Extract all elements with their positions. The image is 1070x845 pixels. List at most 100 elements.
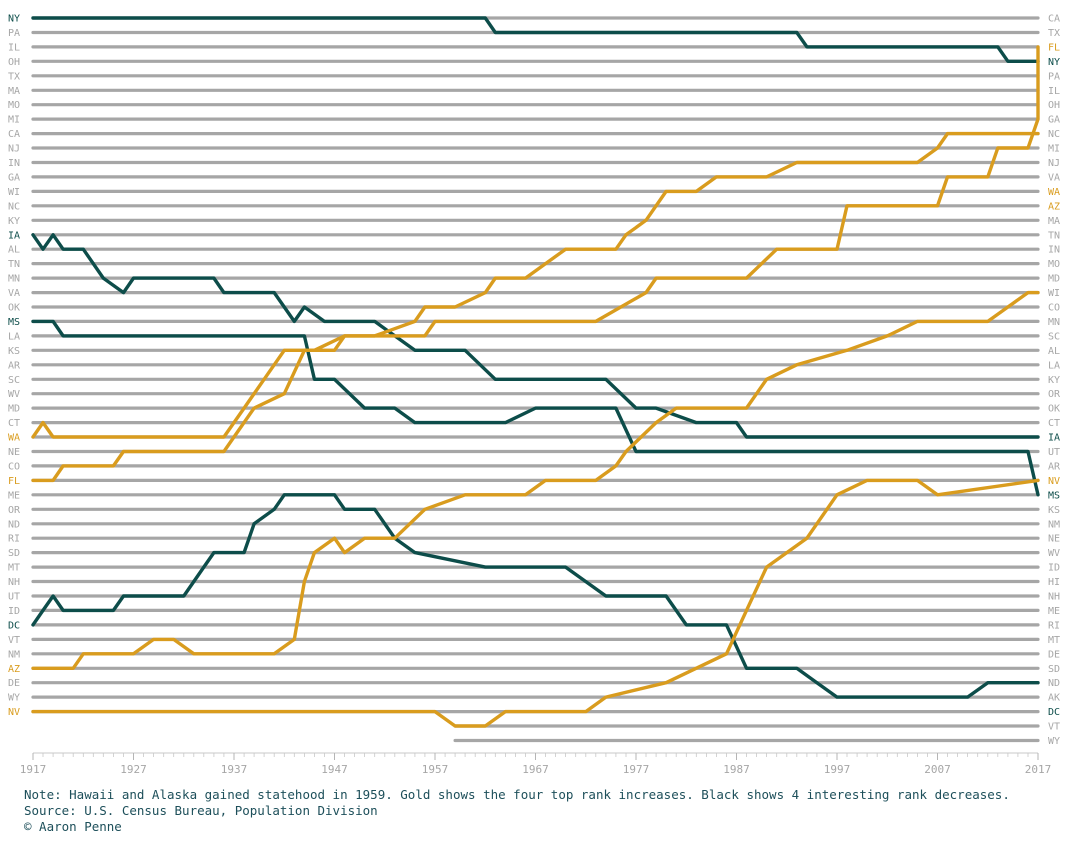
series-line-ms (31, 319, 1040, 497)
right-label-il: IL (1048, 86, 1060, 97)
right-label-wa: WA (1048, 187, 1060, 198)
right-label-ks: KS (1048, 505, 1060, 516)
right-label-wv: WV (1048, 548, 1060, 559)
left-label-mn: MN (8, 274, 20, 285)
right-label-nh: NH (1048, 592, 1060, 603)
x-axis: 1917 1927 1937 1947 1957 1967 1977 1987 1997 2007… (20, 752, 1051, 776)
left-label-nc: NC (8, 201, 20, 212)
right-label-az: AZ (1048, 201, 1060, 212)
left-label-in: IN (8, 158, 20, 169)
left-label-ct: CT (8, 418, 20, 429)
x-tick-label-1947: 1947 (321, 763, 348, 776)
right-label-nj: NJ (1048, 158, 1060, 169)
left-label-mi: MI (8, 115, 20, 126)
right-label-tx: TX (1048, 28, 1060, 39)
right-label-fl: FL (1048, 42, 1060, 53)
x-tick-label-1937: 1937 (221, 763, 248, 776)
series-line-az (31, 290, 1040, 670)
left-label-ne: NE (8, 447, 20, 458)
left-label-ky: KY (8, 216, 20, 227)
left-label-fl: FL (8, 476, 20, 487)
series-line-ny (31, 16, 1040, 63)
series-line-fl (31, 45, 1040, 483)
left-label-nm: NM (8, 649, 20, 660)
left-label-ms: MS (8, 317, 20, 328)
x-tick-label-1987: 1987 (723, 763, 750, 776)
left-label-az: AZ (8, 664, 20, 675)
left-label-co: CO (8, 461, 20, 472)
right-label-hi: HI (1048, 577, 1060, 588)
source-text: Source: U.S. Census Bureau, Population D… (24, 803, 378, 818)
left-rank-labels: NY PA IL OH TX MA MO MI CA NJ IN GA WI NC KY IA AL TN MN VA… (8, 14, 21, 719)
right-label-de: DE (1048, 649, 1060, 660)
left-label-ga: GA (8, 172, 20, 183)
right-label-sc: SC (1048, 331, 1060, 342)
note-text: Note: Hawaii and Alaska gained statehood… (24, 787, 1010, 802)
right-label-tn: TN (1048, 230, 1060, 241)
right-label-ky: KY (1048, 375, 1060, 386)
right-label-nm: NM (1048, 519, 1060, 530)
right-label-ms: MS (1048, 490, 1060, 501)
left-label-tn: TN (8, 259, 20, 270)
right-label-md: MD (1048, 274, 1060, 285)
right-label-mi: MI (1048, 144, 1060, 155)
right-label-dc: DC (1048, 707, 1060, 718)
bump-chart: NY PA IL OH TX MA MO MI CA NJ IN GA WI NC KY IA AL TN MN VA… (8, 14, 1061, 777)
left-label-sd: SD (8, 548, 20, 559)
x-tick-label-1997: 1997 (824, 763, 851, 776)
right-label-al: AL (1048, 346, 1060, 357)
left-label-pa: PA (8, 28, 20, 39)
right-label-nd: ND (1048, 678, 1060, 689)
x-tick-label-1927: 1927 (120, 763, 147, 776)
left-label-la: LA (8, 331, 20, 342)
right-label-mn: MN (1048, 317, 1060, 328)
left-label-ca: CA (8, 129, 20, 140)
series-line-nv (31, 478, 1040, 728)
right-label-va: VA (1048, 172, 1060, 183)
right-label-ma: MA (1048, 216, 1060, 227)
left-label-sc: SC (8, 375, 20, 386)
right-label-wy: WY (1048, 736, 1060, 747)
left-label-ri: RI (8, 534, 20, 545)
right-label-ak: AK (1048, 693, 1060, 704)
left-label-mo: MO (8, 100, 20, 111)
left-label-de: DE (8, 678, 20, 689)
right-label-or: OR (1048, 389, 1061, 400)
right-label-wi: WI (1048, 288, 1060, 299)
left-label-ok: OK (8, 303, 20, 314)
left-label-ks: KS (8, 346, 20, 357)
left-label-ma: MA (8, 86, 20, 97)
x-tick-label-1967: 1967 (522, 763, 549, 776)
left-label-oh: OH (8, 57, 20, 68)
right-label-ca: CA (1048, 14, 1060, 25)
left-label-ny: NY (8, 14, 20, 25)
left-label-wy: WY (8, 693, 20, 704)
right-label-ok: OK (1048, 404, 1060, 415)
left-label-il: IL (8, 42, 20, 53)
left-label-wv: WV (8, 389, 20, 400)
left-label-nh: NH (8, 577, 20, 588)
right-label-vt: VT (1048, 722, 1060, 733)
left-label-nd: ND (8, 519, 20, 530)
left-label-ut: UT (8, 592, 20, 603)
footer-notes: Note: Hawaii and Alaska gained statehood… (24, 787, 1064, 835)
series-line-wa (31, 131, 1040, 439)
left-label-va: VA (8, 288, 20, 299)
left-label-mt: MT (8, 563, 20, 574)
left-label-dc: DC (8, 620, 20, 631)
x-tick-label-1957: 1957 (422, 763, 449, 776)
right-label-sd: SD (1048, 664, 1060, 675)
left-label-nv: NV (8, 707, 20, 718)
left-label-ar: AR (8, 360, 21, 371)
right-label-mo: MO (1048, 259, 1060, 270)
right-label-ct: CT (1048, 418, 1060, 429)
x-tick-label-1977: 1977 (623, 763, 650, 776)
right-label-ar: AR (1048, 461, 1061, 472)
right-label-ia: IA (1048, 433, 1060, 444)
left-label-al: AL (8, 245, 20, 256)
x-tick-label-2007: 2007 (924, 763, 951, 776)
credit-text: © Aaron Penne (24, 819, 122, 834)
left-label-wa: WA (8, 433, 20, 444)
series-line-dc (31, 493, 1040, 699)
right-label-mt: MT (1048, 635, 1060, 646)
